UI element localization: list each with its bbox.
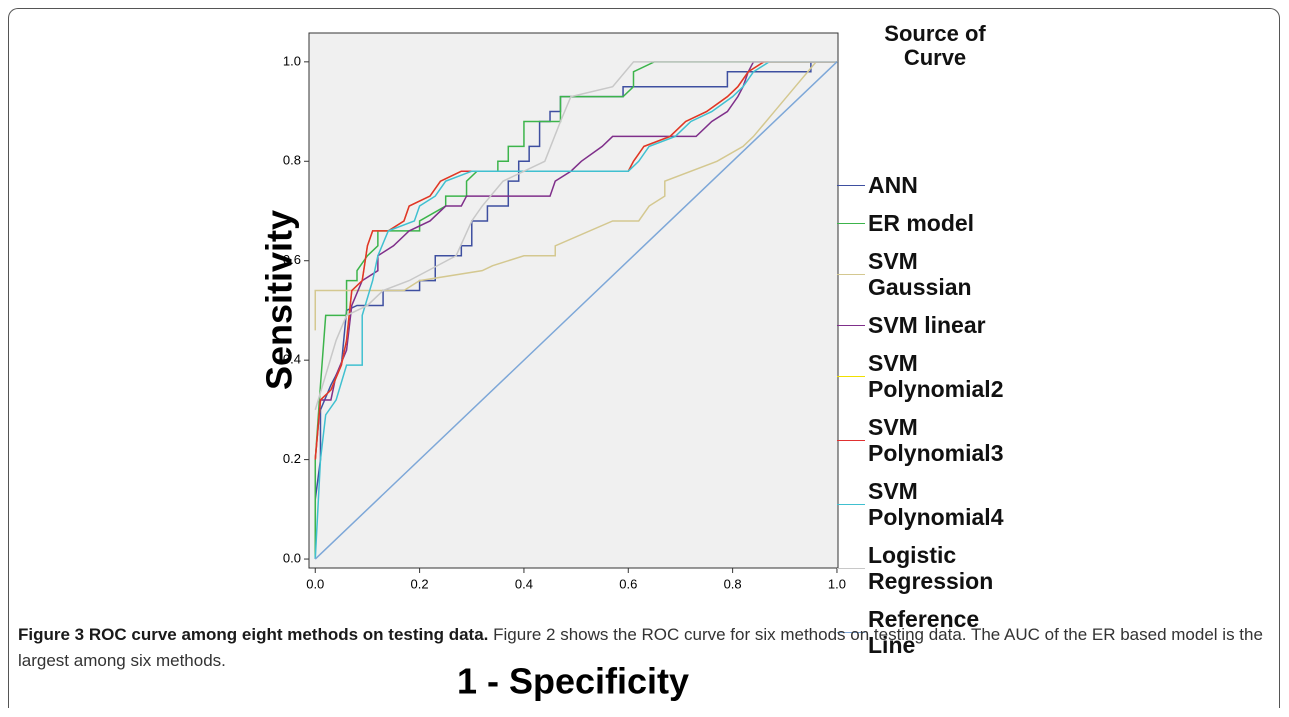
legend-item: SVM Polynomial2 — [837, 350, 1018, 402]
legend-item: SVM linear — [837, 312, 1018, 338]
roc-curve — [314, 61, 838, 560]
roc-curve — [314, 61, 837, 460]
y-tick-label: 0.2 — [283, 451, 301, 466]
x-tick-label: 0.6 — [619, 576, 637, 591]
legend-label: SVM Polynomial4 — [868, 478, 1004, 530]
legend-swatch — [837, 223, 865, 224]
legend-item: ANN — [837, 172, 1018, 198]
legend-title: Source of Curve — [884, 21, 986, 70]
legend-item: Logistic Regression — [837, 542, 1018, 594]
legend-item: SVM Polynomial3 — [837, 414, 1018, 466]
x-tick-label: 0.0 — [306, 576, 324, 591]
figure-title: ROC curve among eight methods on testing… — [88, 625, 489, 644]
legend-label: Logistic Regression — [868, 542, 994, 594]
legend-item: SVM Polynomial4 — [837, 478, 1018, 530]
y-tick-label: 0.8 — [283, 153, 301, 168]
legend-swatch — [837, 376, 865, 377]
x-axis-label: 1 - Specificity — [457, 661, 689, 702]
legend-swatch — [837, 325, 865, 326]
y-tick-label: 0.4 — [283, 352, 301, 367]
legend: ANN ER model SVM Gaussian SVM linear SVM Pol… — [837, 172, 1018, 658]
y-tick-label: 0.6 — [283, 252, 301, 267]
legend-swatch — [837, 632, 865, 633]
y-axis-label: Sensitivity — [259, 210, 300, 390]
x-tick-label: 0.4 — [515, 576, 533, 591]
legend-label: ER model — [868, 210, 975, 236]
x-tick-label: 0.8 — [724, 576, 742, 591]
legend-swatch — [837, 568, 865, 569]
legend-swatch — [837, 185, 865, 186]
legend-item: Reference Line — [837, 606, 1018, 658]
legend-item: SVM Gaussian — [837, 248, 1018, 300]
legend-label: SVM linear — [868, 312, 986, 338]
y-tick-label: 1.0 — [283, 53, 301, 68]
legend-label: SVM Gaussian — [868, 248, 972, 300]
caption-text: Figure 2 shows the ROC curve for six met… — [18, 625, 1263, 670]
roc-curve — [314, 61, 837, 460]
roc-curve — [314, 61, 837, 560]
figure-frame — [8, 8, 1280, 708]
legend-swatch — [837, 504, 865, 505]
figure-label: Figure 3 — [18, 625, 85, 644]
legend-label: ANN — [868, 172, 918, 198]
caption: Figure 3 ROC curve among eight methods o… — [18, 622, 1268, 674]
plot-area — [308, 32, 839, 569]
x-tick-label: 0.2 — [411, 576, 429, 591]
legend-item: ER model — [837, 210, 1018, 236]
legend-swatch — [837, 274, 865, 275]
legend-swatch — [837, 440, 865, 441]
y-tick-label: 0.0 — [283, 550, 301, 565]
legend-label: SVM Polynomial2 — [868, 350, 1004, 402]
roc-curve — [314, 61, 837, 411]
roc-curve — [314, 61, 837, 331]
legend-label: SVM Polynomial3 — [868, 414, 1004, 466]
x-tick-label: 1.0 — [828, 576, 846, 591]
legend-label: Reference Line — [868, 606, 980, 658]
